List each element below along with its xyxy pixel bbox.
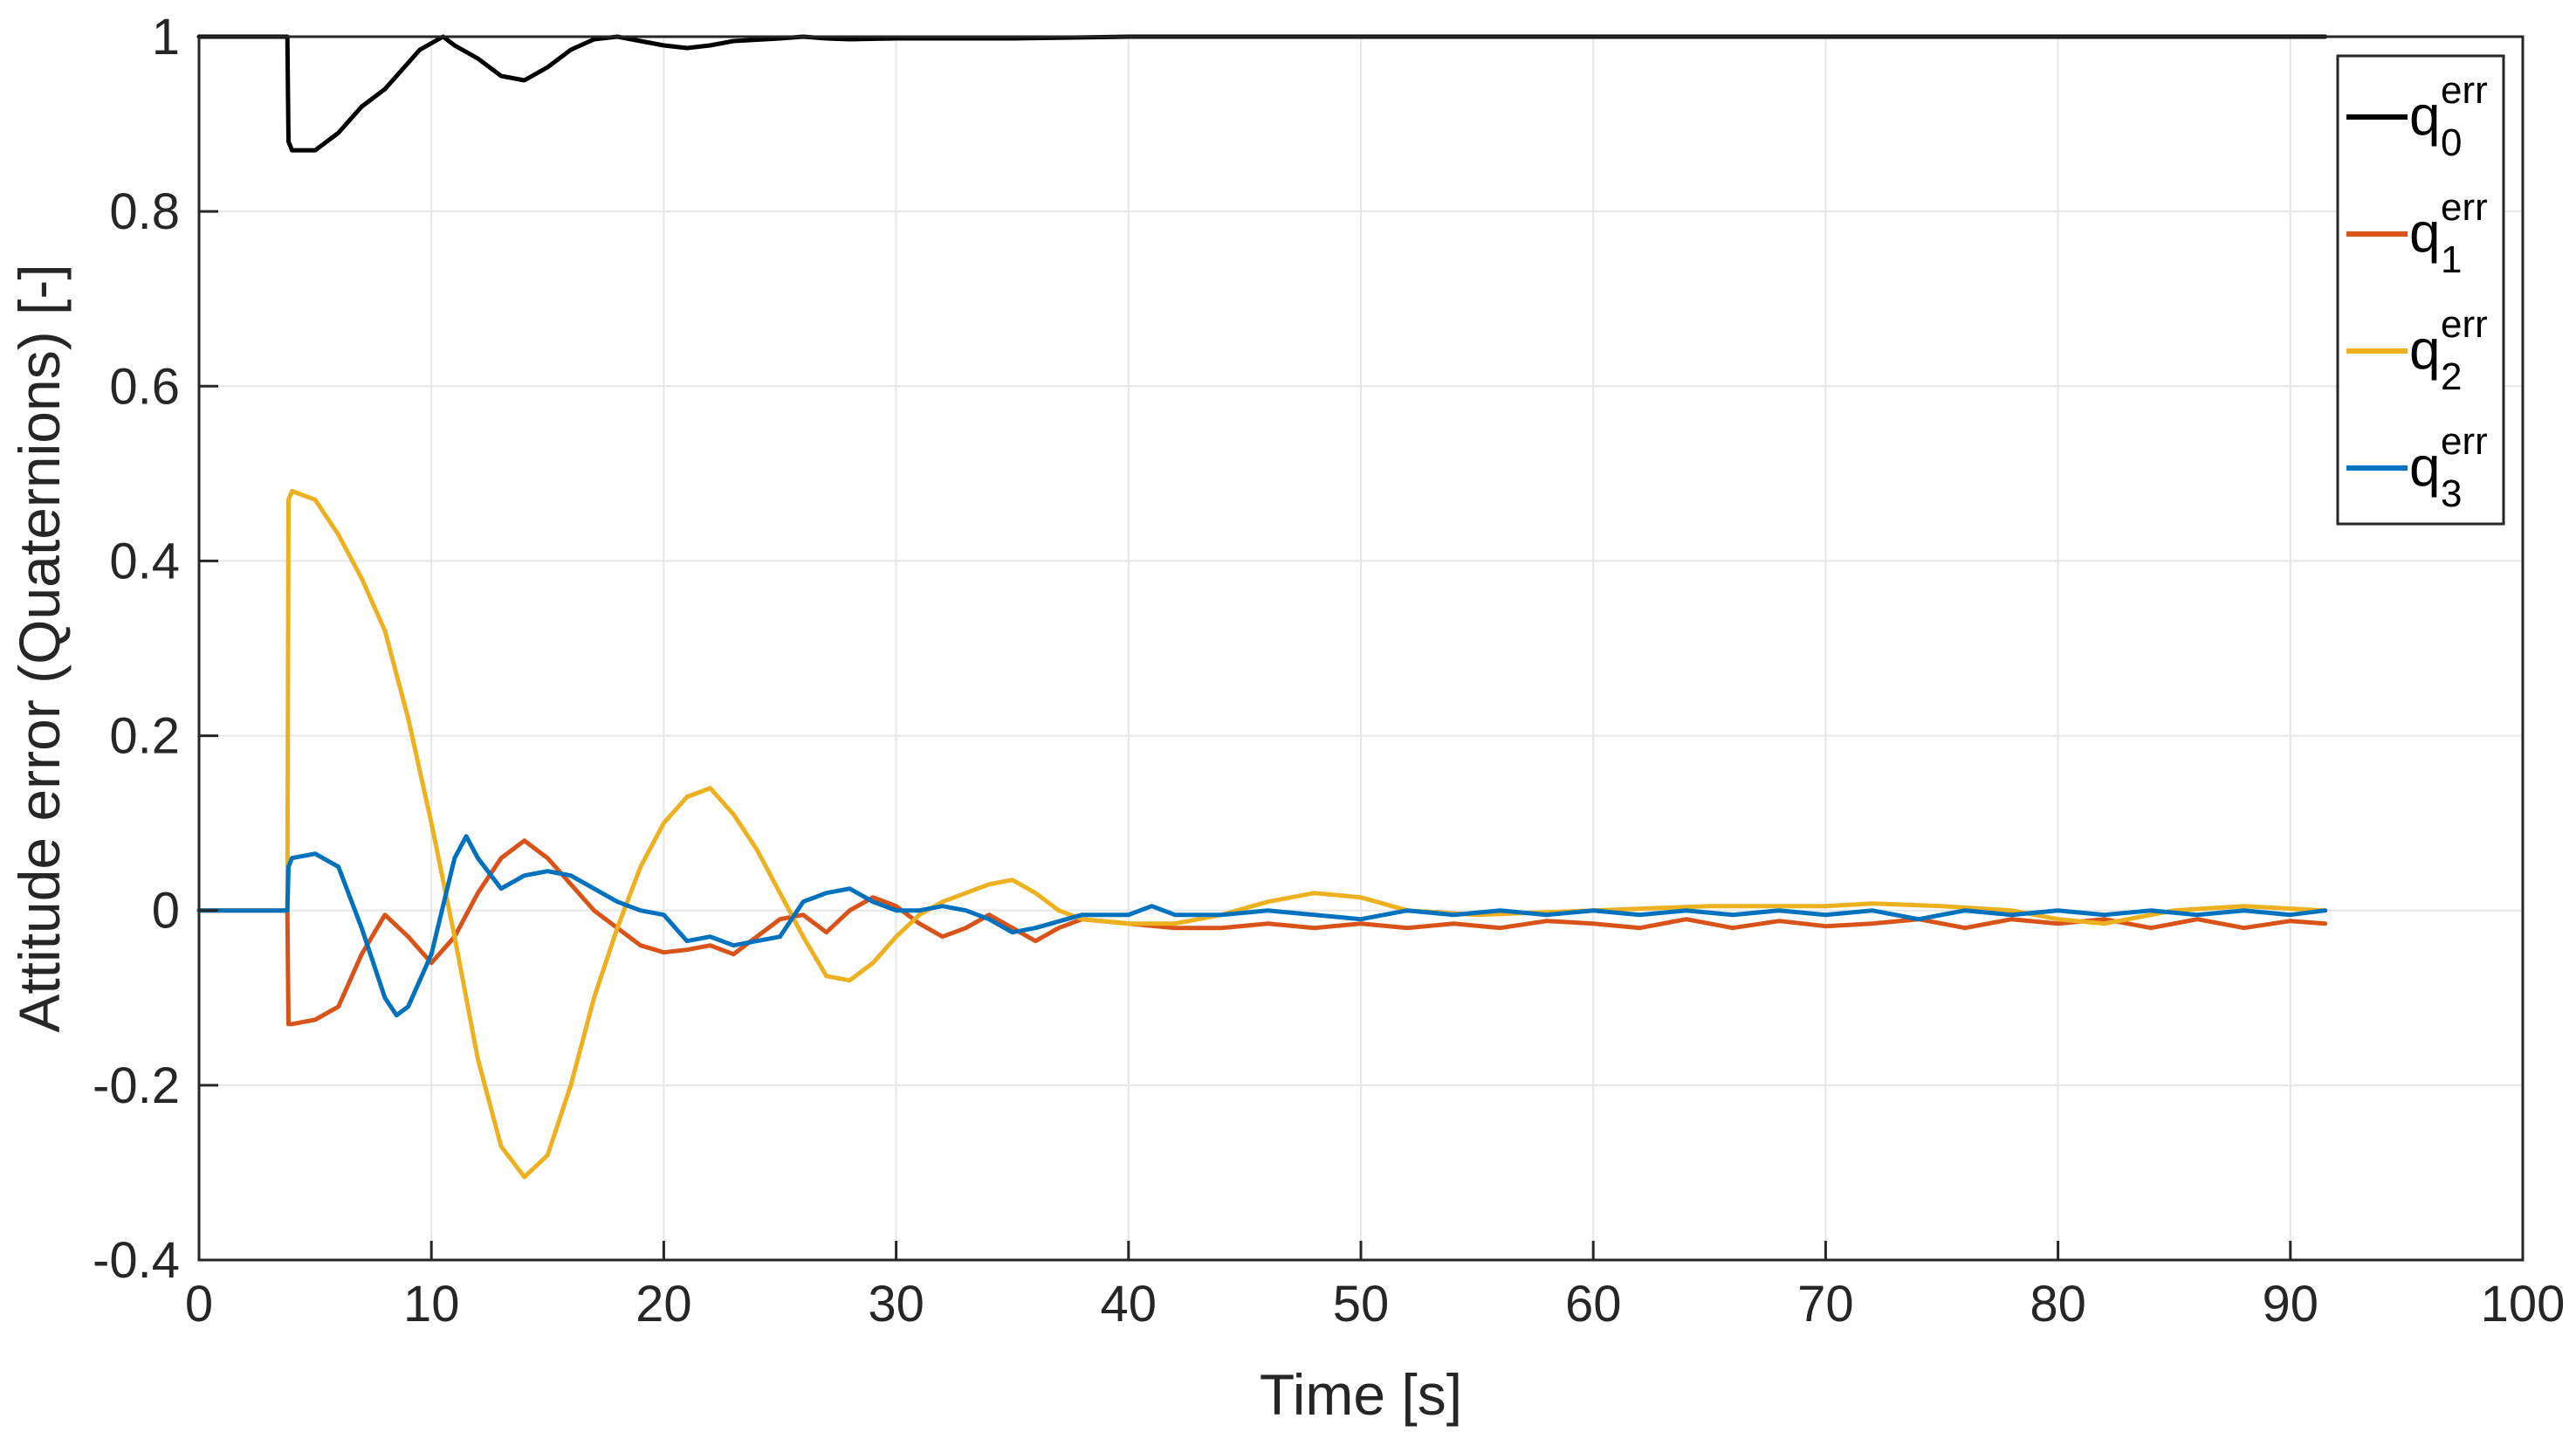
x-tick-label: 100 bbox=[2481, 1276, 2566, 1332]
x-tick-label: 70 bbox=[1797, 1276, 1854, 1332]
legend-subscript: 1 bbox=[2441, 238, 2462, 281]
y-tick-label: -0.2 bbox=[93, 1057, 180, 1114]
series-line-q3err bbox=[196, 834, 2328, 1018]
x-tick-label: 90 bbox=[2263, 1276, 2319, 1332]
x-tick-label: 30 bbox=[868, 1276, 924, 1332]
legend-item-q3err: q err 3 bbox=[2346, 420, 2488, 515]
legend-label: q bbox=[2409, 318, 2441, 381]
legend-label: q bbox=[2409, 84, 2441, 147]
series-line-q2err bbox=[196, 488, 2328, 1180]
x-axis-label: Time [s] bbox=[1260, 1362, 1462, 1427]
x-tick-label: 60 bbox=[1565, 1276, 1622, 1332]
y-tick-label: -0.4 bbox=[93, 1232, 180, 1289]
legend-subscript: 3 bbox=[2441, 472, 2462, 515]
legend-superscript: err bbox=[2441, 420, 2488, 463]
x-tick-label: 0 bbox=[185, 1276, 213, 1332]
legend-subscript: 0 bbox=[2441, 121, 2462, 164]
x-axis-ticks: 0 10 20 30 40 50 60 70 80 90 100 bbox=[185, 1241, 2566, 1332]
y-tick-label: 0.6 bbox=[109, 358, 180, 415]
x-tick-label: 80 bbox=[2030, 1276, 2086, 1332]
y-tick-label: 0.2 bbox=[109, 708, 180, 765]
legend-item-q0err: q err 0 bbox=[2346, 69, 2488, 164]
x-tick-label: 20 bbox=[635, 1276, 692, 1332]
legend-superscript: err bbox=[2441, 303, 2488, 346]
series-line-q1err bbox=[196, 838, 2328, 1027]
y-tick-label: 1 bbox=[152, 9, 180, 65]
y-tick-label: 0.4 bbox=[109, 533, 180, 589]
legend-label: q bbox=[2409, 201, 2441, 264]
y-axis-label: Attitude error (Quaternions) [-] bbox=[7, 264, 72, 1032]
x-tick-label: 10 bbox=[403, 1276, 460, 1332]
y-tick-label: 0.8 bbox=[109, 183, 180, 240]
x-tick-label: 50 bbox=[1333, 1276, 1390, 1332]
legend-superscript: err bbox=[2441, 186, 2488, 229]
y-axis-ticks: -0.4 -0.2 0 0.2 0.4 0.6 0.8 1 bbox=[93, 9, 218, 1289]
legend-item-q2err: q err 2 bbox=[2346, 303, 2488, 398]
legend-subscript: 2 bbox=[2441, 355, 2462, 398]
legend-box bbox=[2336, 54, 2505, 526]
legend-item-q1err: q err 1 bbox=[2346, 186, 2488, 281]
y-tick-label: 0 bbox=[152, 883, 180, 940]
legend-label: q bbox=[2409, 435, 2441, 498]
legend-superscript: err bbox=[2441, 69, 2488, 112]
x-tick-label: 40 bbox=[1101, 1276, 1157, 1332]
